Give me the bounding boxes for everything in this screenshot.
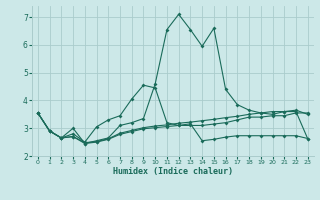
X-axis label: Humidex (Indice chaleur): Humidex (Indice chaleur) bbox=[113, 167, 233, 176]
